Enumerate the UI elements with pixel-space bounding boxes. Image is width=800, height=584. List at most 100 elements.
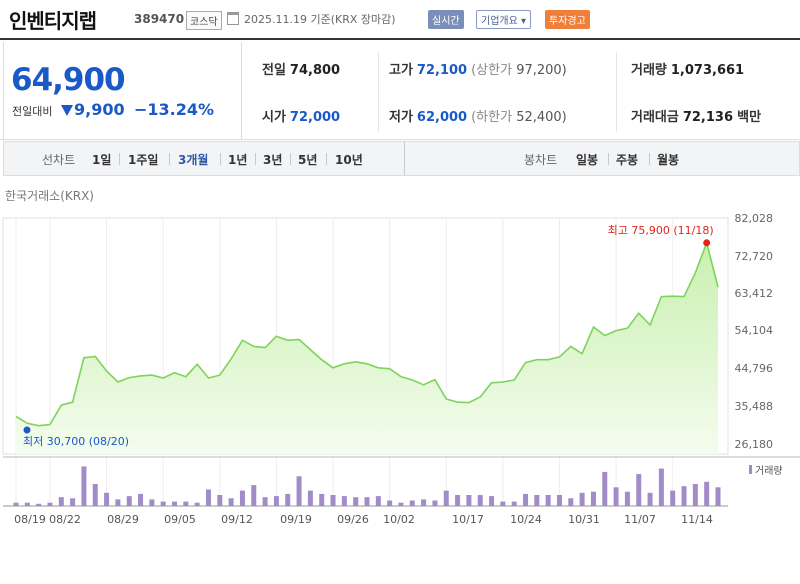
upper-limit-label: (상한가 xyxy=(471,63,513,78)
period-3m[interactable]: 3개월 xyxy=(178,153,209,167)
divider xyxy=(326,153,327,165)
y-tick-label: 72,720 xyxy=(735,250,774,263)
period-5y[interactable]: 5년 xyxy=(298,153,318,167)
period-10y[interactable]: 10년 xyxy=(335,153,363,167)
divider xyxy=(220,153,221,165)
volume-bar xyxy=(239,490,245,506)
y-tick-label: 54,104 xyxy=(735,324,774,337)
prev-close-value: 74,800 xyxy=(289,63,341,78)
volume-bar xyxy=(319,493,325,506)
open-cell: 시가 72,000 xyxy=(262,106,340,125)
volume-bar xyxy=(58,497,64,506)
x-tick-label: 08/19 xyxy=(14,513,46,526)
high-cell: 고가 72,100 (상한가 97,200) xyxy=(389,59,567,78)
y-tick-label: 26,180 xyxy=(735,438,774,451)
volume-cell: 거래량 1,073,661 xyxy=(631,59,744,78)
volume-bar xyxy=(330,495,336,506)
volume-bar xyxy=(183,501,189,506)
volume-bar xyxy=(489,496,495,506)
volume-bar xyxy=(375,496,381,506)
down-triangle-icon xyxy=(61,105,73,116)
volume-bar xyxy=(511,501,517,506)
low-marker xyxy=(23,426,31,434)
x-tick-label: 10/24 xyxy=(510,513,542,526)
investment-warning-badge[interactable]: 투자경고 xyxy=(545,10,590,29)
line-chart-label: 선차트 xyxy=(42,153,76,167)
quote-date: 2025.11.19 기준(KRX 장마감) xyxy=(244,13,396,26)
volume-bar xyxy=(126,496,132,506)
volume-bar xyxy=(647,492,653,506)
divider xyxy=(290,153,291,165)
volume-bar xyxy=(194,502,200,506)
volume-bar xyxy=(104,492,110,506)
y-tick-label: 63,412 xyxy=(735,287,774,300)
low-annotation: 최저 30,700 (08/20) xyxy=(23,435,129,448)
amount-value: 72,136 xyxy=(682,110,734,125)
volume-bar xyxy=(285,493,291,506)
period-3y[interactable]: 3년 xyxy=(263,153,283,167)
period-1y[interactable]: 1년 xyxy=(228,153,248,167)
volume-bar xyxy=(692,484,698,506)
volume-bar xyxy=(172,501,178,506)
volume-bar xyxy=(421,499,427,506)
x-tick-label: 09/19 xyxy=(280,513,312,526)
divider xyxy=(169,153,170,165)
prev-close-cell: 전일 74,800 xyxy=(262,59,340,78)
volume-bar xyxy=(636,474,642,506)
volume-bar xyxy=(398,502,404,506)
lower-limit-label: (하한가 xyxy=(471,110,513,125)
low-cell: 저가 62,000 (하한가 52,400) xyxy=(389,106,567,125)
calendar-icon xyxy=(227,12,239,25)
x-tick-label: 08/22 xyxy=(49,513,81,526)
divider xyxy=(649,153,650,165)
divider xyxy=(616,52,617,132)
high-marker xyxy=(703,239,711,247)
volume-bar xyxy=(658,468,664,506)
toolbar-divider xyxy=(404,142,405,175)
candle-weekly[interactable]: 주봉 xyxy=(616,153,639,167)
amount-cell: 거래대금 72,136 백만 xyxy=(631,106,761,125)
stock-name: 인벤티지랩 xyxy=(9,9,97,33)
volume-bar xyxy=(115,499,121,506)
market-badge: 코스닥 xyxy=(186,11,222,30)
volume-bar xyxy=(523,493,529,506)
amount-unit: 백만 xyxy=(737,110,762,125)
candle-monthly[interactable]: 월봉 xyxy=(657,153,680,167)
volume-bar xyxy=(534,495,540,506)
x-tick-label: 09/05 xyxy=(164,513,196,526)
stock-header: 인벤티지랩 389470 코스닥 2025.11.19 기준(KRX 장마감) … xyxy=(0,0,800,40)
company-overview-dropdown[interactable]: 기업개요 ▾ xyxy=(476,10,531,29)
current-price-panel: 64,900 전일대비 9,900 −13.24% xyxy=(3,42,242,140)
current-price: 64,900 xyxy=(11,62,126,98)
volume-bar xyxy=(387,500,393,506)
volume-bar xyxy=(353,497,359,506)
chart-toolbar: 선차트 1일 1주일 3개월 1년 3년 5년 10년 봉차트 일봉 주봉 월봉 xyxy=(3,141,800,176)
y-tick-label: 82,028 xyxy=(735,212,774,225)
change-label: 전일대비 xyxy=(12,105,53,118)
high-value: 72,100 xyxy=(416,63,468,78)
volume-bar xyxy=(13,502,19,506)
volume-bar xyxy=(81,466,87,506)
realtime-button[interactable]: 실시간 xyxy=(428,10,464,29)
volume-legend-swatch xyxy=(749,465,752,474)
period-1w[interactable]: 1주일 xyxy=(128,153,159,167)
x-tick-label: 10/02 xyxy=(383,513,415,526)
x-tick-label: 11/07 xyxy=(624,513,656,526)
volume-bar xyxy=(228,498,234,506)
divider xyxy=(119,153,120,165)
volume-bar xyxy=(624,491,630,506)
volume-bar xyxy=(273,496,279,506)
volume-bar xyxy=(160,501,166,506)
candle-chart-label: 봉차트 xyxy=(524,153,558,167)
divider xyxy=(255,153,256,165)
period-1d[interactable]: 1일 xyxy=(92,153,112,167)
volume-bar xyxy=(217,495,223,506)
volume-bar xyxy=(568,498,574,506)
price-chart: 82,028 72,720 63,412 54,104 44,796 35,488 26,1… xyxy=(2,212,800,526)
volume-bar xyxy=(704,481,710,506)
volume-bar xyxy=(205,489,211,506)
candle-daily[interactable]: 일봉 xyxy=(576,153,599,167)
volume-bar xyxy=(409,500,415,506)
y-tick-label: 35,488 xyxy=(735,400,774,413)
volume-bar xyxy=(500,501,506,506)
